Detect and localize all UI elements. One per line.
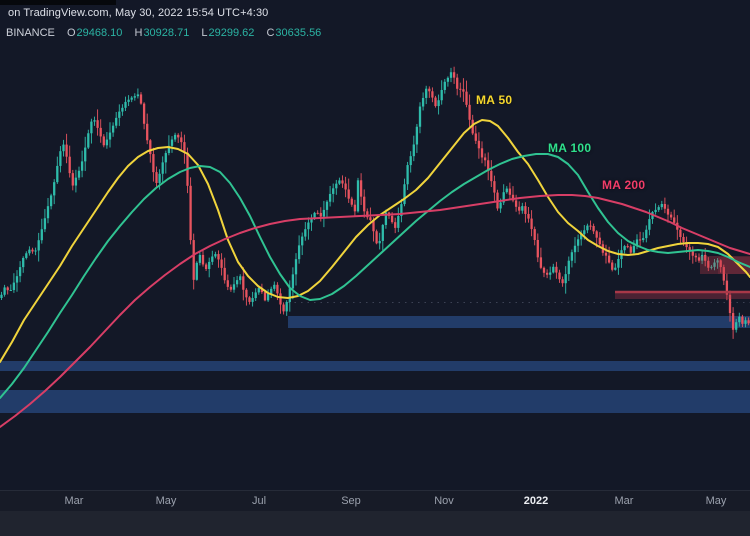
open-label: O xyxy=(66,27,76,39)
ohlc-row: BINANCE O29468.10 H30928.71 L29299.62 C3… xyxy=(6,27,321,39)
time-tick-mar: Mar xyxy=(614,495,634,507)
ma50-label: MA 50 xyxy=(476,93,513,107)
low-value: 29299.62 xyxy=(208,27,255,39)
high-label: H xyxy=(134,27,143,39)
low-pair: L29299.62 xyxy=(201,27,257,39)
open-pair: O29468.10 xyxy=(67,27,126,39)
high-pair: H30928.71 xyxy=(134,27,192,39)
close-label: C xyxy=(266,27,275,39)
bottom-margin xyxy=(0,511,750,536)
time-tick-2022: 2022 xyxy=(523,495,549,507)
ma200-label: MA 200 xyxy=(602,178,646,192)
time-tick-may: May xyxy=(155,495,177,507)
low-label: L xyxy=(201,27,208,39)
time-tick-mar: Mar xyxy=(64,495,84,507)
time-tick-nov: Nov xyxy=(434,495,454,507)
close-pair: C30635.56 xyxy=(266,27,321,39)
time-tick-sep: Sep xyxy=(341,495,361,507)
time-tick-may: May xyxy=(705,495,727,507)
attribution-text: on TradingView.com, May 30, 2022 15:54 U… xyxy=(8,7,269,19)
close-value: 30635.56 xyxy=(275,27,322,39)
open-value: 29468.10 xyxy=(76,27,123,39)
time-tick-jul: Jul xyxy=(251,495,267,507)
high-value: 30928.71 xyxy=(143,27,190,39)
time-axis[interactable]: Mar May Jul Sep Nov 2022 Mar May xyxy=(0,490,750,511)
price-chart-svg[interactable] xyxy=(0,0,750,490)
redaction-bar xyxy=(0,0,116,5)
ma100-label: MA 100 xyxy=(548,141,592,155)
exchange-label: BINANCE xyxy=(6,27,55,39)
